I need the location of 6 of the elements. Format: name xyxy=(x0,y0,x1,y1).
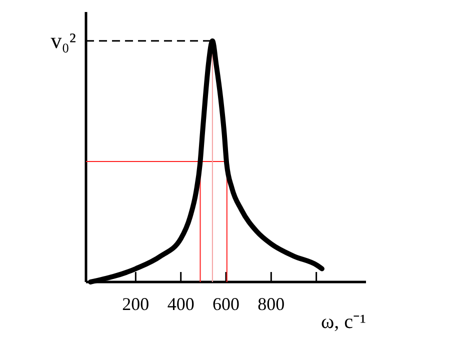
x-tick-label: 600 xyxy=(212,294,240,314)
y-axis-title: v₀² xyxy=(50,28,76,53)
x-tick-label: 800 xyxy=(258,294,285,314)
x-axis-title: ω, с⁻¹ xyxy=(320,311,366,333)
x-tick-label: 200 xyxy=(122,294,150,314)
x-tick-label: 400 xyxy=(167,294,194,314)
